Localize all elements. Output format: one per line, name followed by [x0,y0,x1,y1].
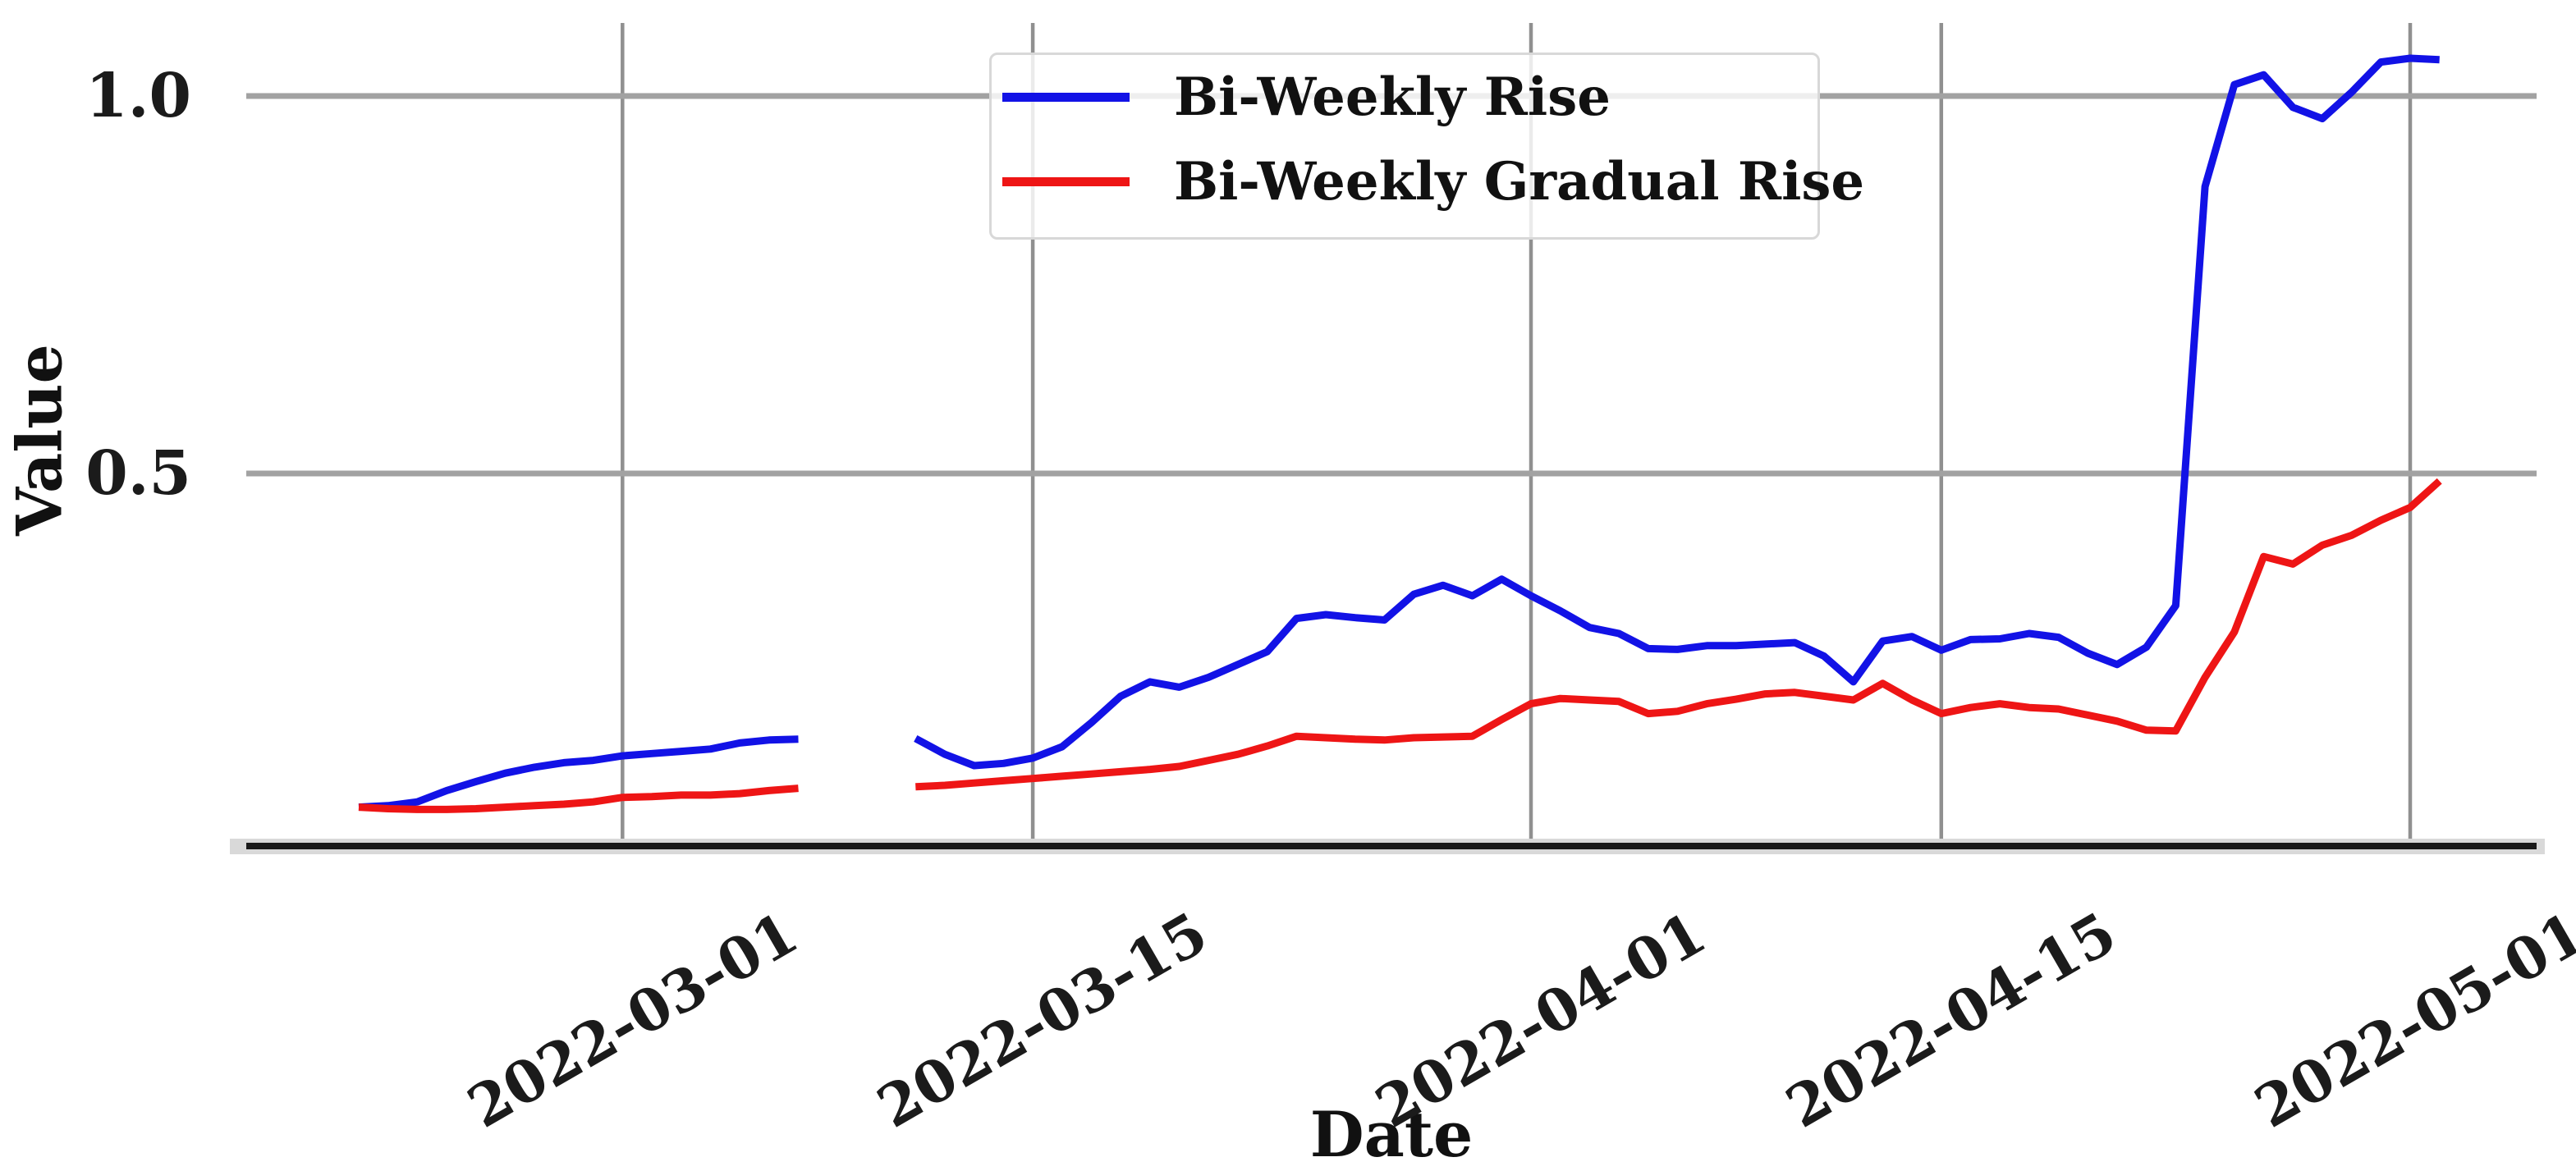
y-tick-label: 1.0 [85,61,191,131]
legend-label: Bi-Weekly Rise [1174,66,1611,128]
legend-entry-bi-weekly-rise: Bi-Weekly Rise [992,55,1817,140]
y-tick-label: 0.5 [85,438,191,509]
legend: Bi-Weekly Rise Bi-Weekly Gradual Rise [989,53,1864,240]
red-line-swatch [1002,177,1130,186]
x-axis-title: Date [1309,1098,1474,1171]
blue-line-swatch [1002,93,1130,102]
legend-label: Bi-Weekly Gradual Rise [1174,151,1865,213]
legend-entry-bi-weekly-gradual-rise: Bi-Weekly Gradual Rise [992,140,1864,224]
